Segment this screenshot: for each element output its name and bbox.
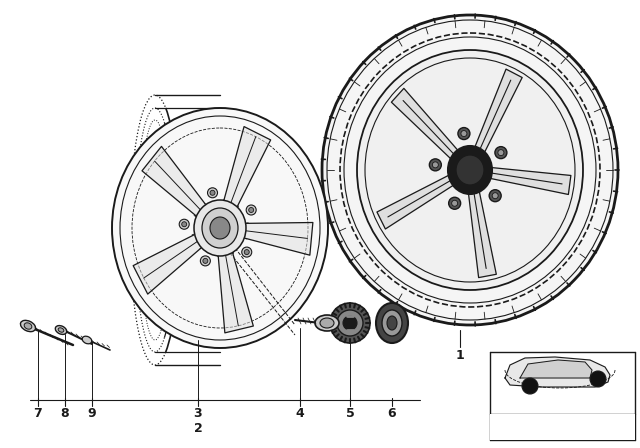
Ellipse shape — [315, 315, 339, 331]
Circle shape — [244, 250, 249, 254]
Circle shape — [429, 159, 442, 171]
Ellipse shape — [320, 318, 334, 328]
Ellipse shape — [55, 326, 67, 334]
Circle shape — [210, 190, 215, 195]
Circle shape — [249, 207, 253, 212]
Circle shape — [492, 193, 498, 199]
Polygon shape — [142, 146, 209, 219]
Circle shape — [337, 310, 363, 336]
Circle shape — [200, 256, 211, 266]
Ellipse shape — [112, 108, 328, 348]
Text: CC011C95: CC011C95 — [536, 425, 588, 435]
Ellipse shape — [376, 303, 408, 343]
Polygon shape — [473, 69, 522, 157]
Text: 6: 6 — [388, 406, 396, 419]
Text: 5: 5 — [346, 406, 355, 419]
Ellipse shape — [322, 15, 618, 325]
Ellipse shape — [58, 328, 64, 332]
Text: 4: 4 — [296, 406, 305, 419]
Circle shape — [498, 150, 504, 155]
Ellipse shape — [82, 336, 92, 344]
Text: 1: 1 — [456, 349, 465, 362]
Bar — [490, 414, 635, 440]
Circle shape — [330, 303, 370, 343]
Circle shape — [433, 162, 438, 168]
Circle shape — [246, 205, 256, 215]
Ellipse shape — [24, 323, 32, 329]
Circle shape — [343, 316, 357, 330]
Ellipse shape — [20, 320, 36, 332]
Circle shape — [449, 197, 461, 209]
Polygon shape — [468, 186, 496, 278]
Polygon shape — [218, 247, 253, 333]
Ellipse shape — [194, 200, 246, 256]
Circle shape — [242, 247, 252, 257]
Circle shape — [522, 378, 538, 394]
Ellipse shape — [357, 50, 583, 290]
Circle shape — [452, 200, 458, 206]
Circle shape — [495, 146, 507, 159]
Ellipse shape — [387, 316, 397, 330]
Circle shape — [489, 190, 501, 202]
Polygon shape — [222, 127, 271, 211]
Ellipse shape — [456, 155, 484, 185]
Polygon shape — [520, 360, 592, 378]
Ellipse shape — [382, 310, 402, 336]
Circle shape — [203, 258, 208, 263]
Text: 2: 2 — [194, 422, 202, 435]
Polygon shape — [505, 357, 610, 387]
Text: 8: 8 — [61, 406, 69, 419]
Text: 7: 7 — [34, 406, 42, 419]
Circle shape — [179, 219, 189, 229]
Ellipse shape — [448, 146, 492, 194]
Circle shape — [458, 128, 470, 140]
Polygon shape — [377, 173, 457, 229]
Polygon shape — [392, 88, 461, 162]
Circle shape — [207, 188, 218, 198]
Text: 9: 9 — [88, 406, 96, 419]
Polygon shape — [486, 167, 571, 194]
Polygon shape — [240, 223, 313, 255]
Circle shape — [590, 371, 606, 387]
Circle shape — [182, 222, 187, 227]
Polygon shape — [133, 233, 205, 294]
Circle shape — [461, 130, 467, 137]
Ellipse shape — [202, 208, 238, 248]
Ellipse shape — [210, 217, 230, 239]
Text: 3: 3 — [194, 406, 202, 419]
